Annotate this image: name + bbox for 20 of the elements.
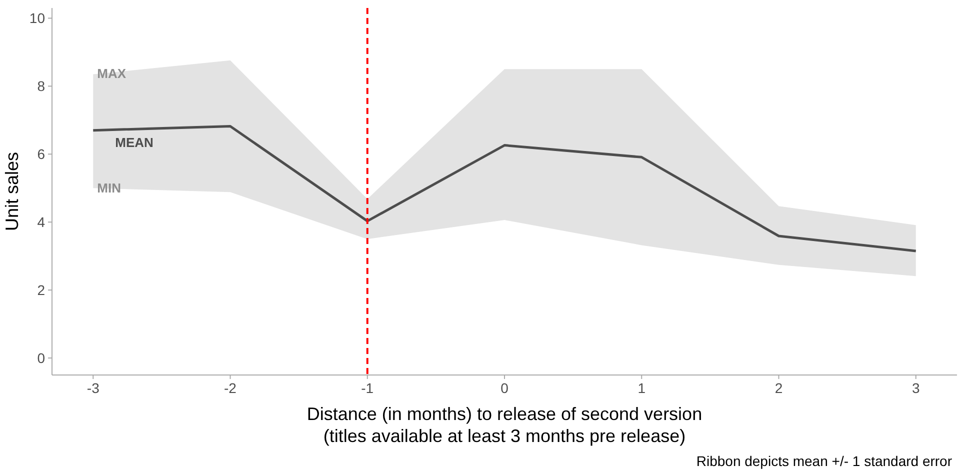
y-tick-label: 10 <box>29 10 46 26</box>
x-tick-label: 3 <box>912 380 920 396</box>
x-tick-label: 1 <box>638 380 646 396</box>
x-tick-label: 2 <box>774 380 783 396</box>
x-tick-label: 0 <box>500 380 509 396</box>
x-axis-title: Distance (in months) to release of second version (titles available at least 3 months pre release) <box>306 404 702 446</box>
y-tick-label: 0 <box>37 350 46 366</box>
y-tick-label: 6 <box>37 146 46 162</box>
y-axis-title: Unit sales <box>2 152 22 232</box>
y-tick-label: 2 <box>37 282 46 298</box>
annotation: MAX <box>97 66 126 81</box>
annotation: MIN <box>97 180 121 196</box>
x-tick-label: -1 <box>361 380 374 396</box>
y-tick-label: 8 <box>37 78 46 94</box>
y-tick-label: 4 <box>37 214 46 230</box>
x-tick-label: -2 <box>224 380 237 396</box>
x-tick-label: -3 <box>86 380 100 396</box>
annotation: MEAN <box>115 134 154 150</box>
line-series <box>92 125 918 252</box>
text: Ribbon depicts mean +/- 1 standard error <box>696 453 952 469</box>
